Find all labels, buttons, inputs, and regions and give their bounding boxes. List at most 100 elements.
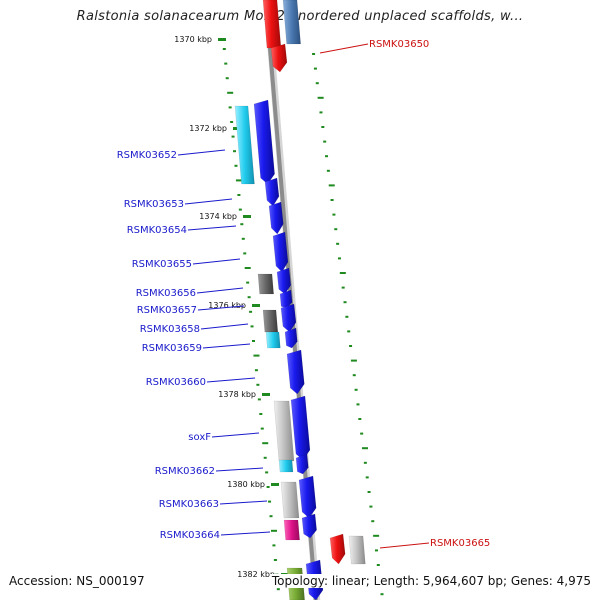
scale-dot — [262, 442, 269, 445]
topology-summary: Topology: linear; Length: 5,964,607 bp; … — [269, 574, 591, 588]
scale-dot — [247, 296, 251, 299]
gene-label-rsmk03658: RSMK03658 — [140, 324, 200, 335]
kbp-tick-label: 1376 kbp — [208, 301, 246, 310]
gene-label-rsmk03654: RSMK03654 — [127, 225, 187, 236]
scale-dot — [325, 155, 329, 158]
scale-dot — [339, 272, 346, 274]
scale-dot — [354, 388, 358, 391]
gene-feature — [272, 231, 289, 273]
gene-feature — [295, 453, 309, 475]
gene-labels: RSMK03650 RSMK03652 RSMK03653 RSMK03654 RSMK… — [117, 39, 491, 549]
scale-dot — [376, 564, 380, 566]
gene-feature — [283, 519, 300, 541]
gene-feature — [286, 349, 305, 395]
label-leader — [192, 258, 241, 265]
label-leader — [206, 377, 256, 383]
scale-dot — [337, 257, 341, 260]
scale-dot — [350, 359, 357, 362]
scale-dot — [373, 534, 380, 537]
gene-label-rsmk03662: RSMK03662 — [155, 466, 215, 477]
gene-feature — [262, 0, 282, 49]
scale-dot — [315, 82, 319, 85]
scale-dot — [270, 529, 277, 532]
gene-feature — [265, 331, 281, 349]
scale-dot — [235, 179, 242, 182]
gene-feature — [234, 105, 255, 185]
kbp-tick-label: 1382 kbp — [237, 570, 275, 579]
kbp-tick — [218, 38, 226, 41]
label-leader — [379, 542, 430, 549]
label-leader — [220, 531, 271, 536]
scale-dot — [241, 237, 245, 240]
scale-dot — [360, 432, 364, 435]
gene-feature — [280, 481, 300, 519]
gene-feature — [268, 201, 284, 235]
scale-dot — [233, 150, 237, 153]
scale-dot — [352, 374, 356, 377]
scale-dot — [240, 223, 244, 226]
scale-dots — [222, 48, 384, 596]
gene-label-rsmk03657: RSMK03657 — [137, 305, 197, 316]
kbp-tick-label: 1380 kbp — [227, 480, 265, 489]
gene-label-rsmk03660: RSMK03660 — [146, 377, 206, 388]
scale-dot — [313, 67, 317, 70]
scale-dot — [234, 164, 238, 167]
gene-feature — [348, 535, 366, 565]
scale-dot — [343, 301, 347, 304]
scale-dot — [332, 213, 336, 216]
kbp-tick — [262, 393, 270, 396]
gene-features — [234, 0, 366, 600]
scale-dot — [363, 461, 367, 464]
scale-dot — [254, 369, 258, 372]
kbp-tick-label: 1374 kbp — [199, 212, 237, 221]
gene-label-rsmk03663: RSMK03663 — [159, 499, 219, 510]
scale-dot — [253, 354, 260, 357]
scale-dot — [317, 96, 324, 99]
label-leader — [211, 432, 260, 438]
label-leader — [184, 198, 233, 205]
scale-dot — [328, 184, 335, 187]
gene-feature — [278, 459, 294, 473]
gene-label-rsmk03655: RSMK03655 — [132, 259, 192, 270]
gene-feature — [329, 533, 346, 565]
scale-dot — [312, 53, 316, 55]
gene-label-rsmk03653: RSMK03653 — [124, 199, 184, 210]
scale-dot — [345, 315, 349, 318]
scale-dot — [259, 413, 263, 415]
scale-dot — [334, 228, 338, 231]
gene-feature — [257, 273, 274, 295]
scale-dot — [252, 340, 255, 342]
label-leader — [219, 500, 268, 505]
scale-dot — [369, 505, 373, 508]
scale-dot — [222, 48, 226, 50]
kbp-scale: 1370 kbp 1372 kbp 1374 kbp 1376 kbp 1378 kbp… — [174, 35, 289, 579]
scale-dot — [321, 126, 325, 128]
scale-dot — [246, 281, 250, 284]
scale-dot — [227, 91, 234, 94]
gene-feature — [276, 267, 292, 295]
scale-dot — [238, 208, 242, 211]
gene-feature — [280, 303, 297, 333]
scale-dot — [266, 486, 270, 488]
gene-feature — [298, 475, 317, 519]
scale-dot — [273, 559, 277, 561]
scale-dot — [250, 325, 254, 328]
scale-dot — [243, 252, 247, 255]
gene-label-rsmk03650: RSMK03650 — [369, 39, 429, 50]
label-leader — [196, 287, 244, 294]
label-leader — [215, 467, 264, 472]
scale-dot — [260, 427, 264, 430]
label-leader — [197, 305, 245, 311]
gene-label-rsmk03656: RSMK03656 — [136, 288, 196, 299]
label-leader — [177, 149, 226, 156]
label-leader — [200, 323, 249, 330]
scale-dot — [244, 267, 251, 269]
gene-label-rsmk03652: RSMK03652 — [117, 150, 177, 161]
gene-feature — [270, 43, 288, 73]
map-title: Ralstonia solanacearum MolK2 unordered u… — [76, 9, 524, 24]
kbp-tick — [252, 304, 260, 307]
scale-dot — [336, 242, 340, 245]
accession-text: Accession: NS_000197 — [9, 574, 145, 588]
gene-feature — [282, 0, 301, 45]
scale-dot — [380, 593, 384, 596]
